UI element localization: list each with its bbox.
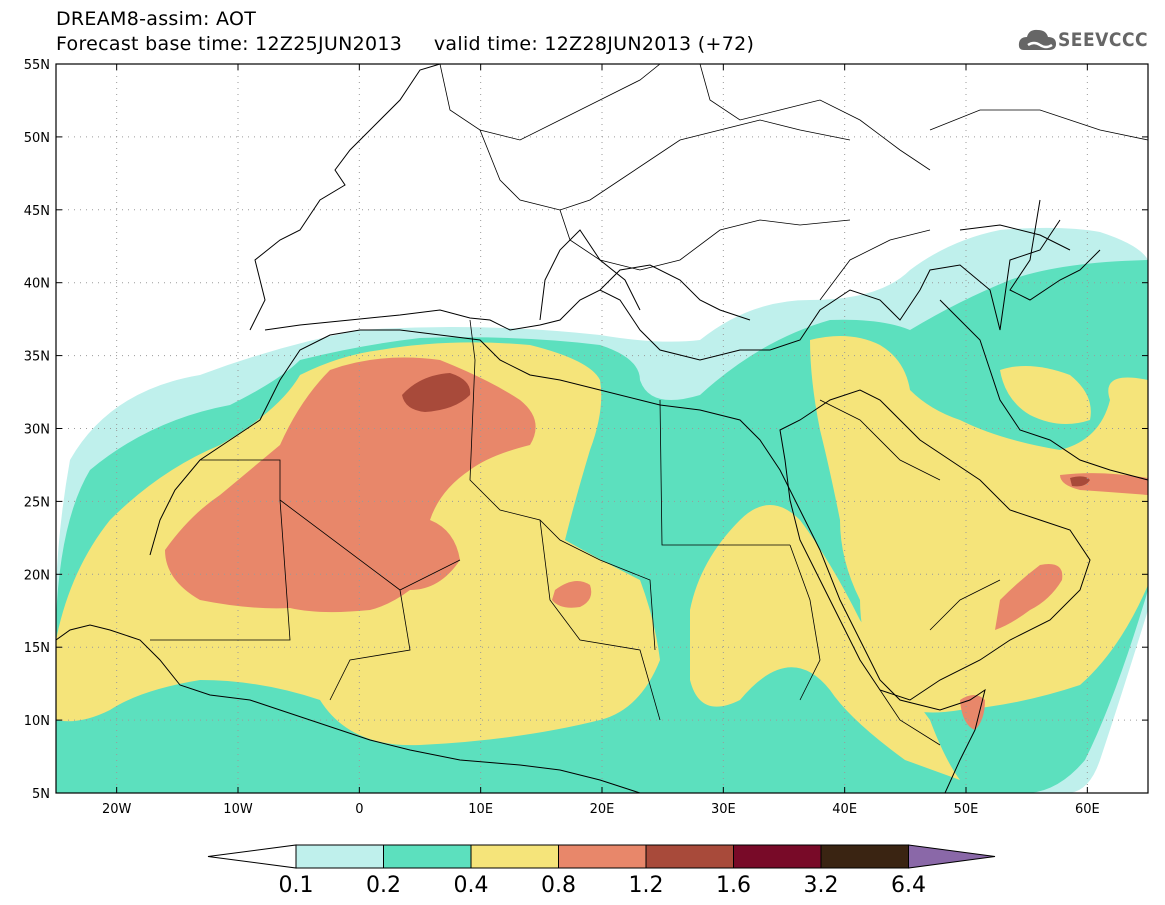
lat-label: 5N xyxy=(32,787,50,802)
aot-band-0.4 xyxy=(690,505,960,780)
logo-text: SEEVCCC xyxy=(1058,29,1149,51)
chart-title: DREAM8-assim: AOT xyxy=(56,8,257,30)
colorbar-label: 3.2 xyxy=(804,873,839,898)
colorbar-boxes xyxy=(207,844,996,869)
lon-label: 10W xyxy=(223,802,253,817)
colorbar-label: 1.6 xyxy=(716,873,751,898)
aot-band-1.2 xyxy=(402,373,471,412)
colorbar-label: 0.4 xyxy=(454,873,489,898)
colorbar-box xyxy=(558,844,647,869)
lat-label: 35N xyxy=(24,350,50,365)
aot-band-1.2 xyxy=(1070,476,1090,487)
lon-label: 40E xyxy=(832,802,857,817)
aot-band-0.4 xyxy=(1000,366,1091,424)
lon-label: 60E xyxy=(1075,802,1100,817)
longitude-labels: 20W 10W 0 10E 20E 30E 40E 50E 60E xyxy=(102,802,1100,817)
colorbar-box xyxy=(645,844,734,869)
lat-label: 50N xyxy=(24,131,50,146)
aot-band-0.8 xyxy=(165,357,536,613)
lat-label: 40N xyxy=(24,277,50,292)
colorbar-box xyxy=(733,844,822,869)
aot-field-contours xyxy=(56,227,1148,793)
lat-label: 55N xyxy=(24,58,50,73)
colorbar-label: 1.2 xyxy=(629,873,664,898)
lat-label: 20N xyxy=(24,568,50,583)
aot-band-0.8 xyxy=(552,581,592,608)
forecast-times: Forecast base time: 12Z25JUN2013 valid t… xyxy=(56,33,755,55)
lat-label: 30N xyxy=(24,423,50,438)
lon-label: 50E xyxy=(954,802,979,817)
aot-band-0.8 xyxy=(995,564,1063,630)
axis-ticks xyxy=(56,63,1148,794)
lat-label: 25N xyxy=(24,495,50,510)
latitude-labels: 55N 50N 45N 40N 35N 30N 25N 20N 15N 10N 5N xyxy=(24,58,50,802)
lon-label: 20W xyxy=(102,802,132,817)
lon-label: 0 xyxy=(355,802,363,817)
colorbar-label: 0.8 xyxy=(541,873,576,898)
colorbar-label: 6.4 xyxy=(891,873,926,898)
borders xyxy=(150,64,1148,746)
lon-label: 30E xyxy=(711,802,736,817)
colorbar-labels: 0.1 0.2 0.4 0.8 1.2 1.6 3.2 6.4 xyxy=(279,873,927,898)
colorbar-min-triangle xyxy=(207,844,297,869)
cloud-logo-icon xyxy=(1018,29,1056,50)
colorbar-box xyxy=(383,844,472,869)
aot-band-0.4 xyxy=(810,336,1148,713)
lon-label: 10E xyxy=(468,802,493,817)
colorbar-label: 0.1 xyxy=(279,873,314,898)
aot-band-0.8 xyxy=(960,695,985,730)
lat-label: 15N xyxy=(24,641,50,656)
lon-label: 20E xyxy=(590,802,615,817)
lat-label: 45N xyxy=(24,204,50,219)
colorbar-box xyxy=(820,844,909,869)
colorbar-label: 0.2 xyxy=(366,873,401,898)
colorbar-box xyxy=(295,844,384,869)
coastlines xyxy=(56,64,1148,793)
colorbar-max-triangle xyxy=(908,844,996,869)
colorbar-box xyxy=(470,844,559,869)
graticule xyxy=(56,64,1148,793)
lat-label: 10N xyxy=(24,714,50,729)
